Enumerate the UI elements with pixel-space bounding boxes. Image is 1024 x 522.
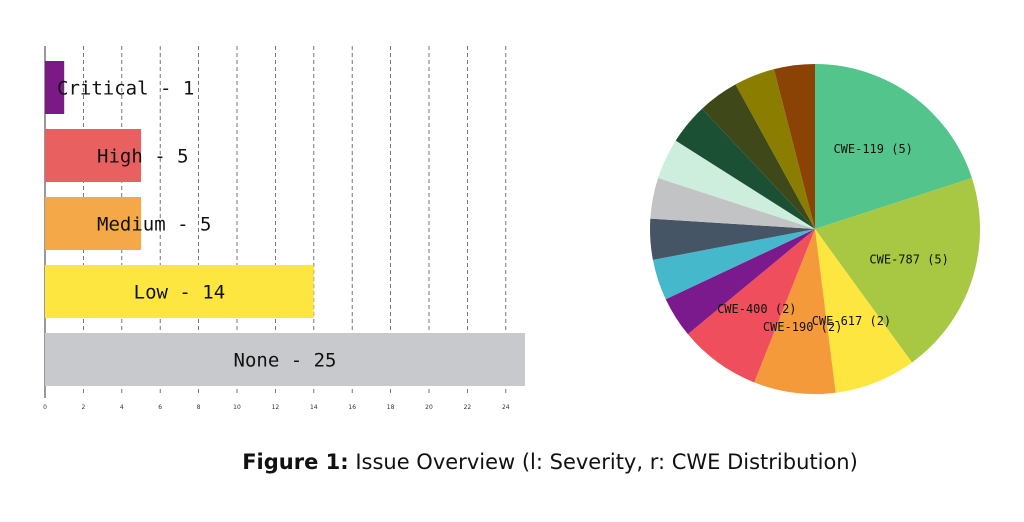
pie-slice-label: CWE-400 (2) <box>717 302 796 316</box>
pie-slice <box>735 69 815 229</box>
x-tick-label: 2 <box>81 404 85 411</box>
pie-slice-label: CWE-190 (2) <box>763 320 842 334</box>
pie-slice <box>815 178 980 363</box>
x-tick-label: 16 <box>348 404 356 411</box>
charts-area: Critical - 1 High - 5 Medium - 5 Low - 14 No… <box>43 46 980 411</box>
pie-slice <box>687 229 815 383</box>
bar <box>45 265 314 318</box>
bar-label: None - 25 <box>234 350 337 372</box>
x-tick-label: 14 <box>310 404 318 411</box>
pie-slice-label: CWE-617 (2) <box>812 314 891 328</box>
bar-label: Low - 14 <box>134 282 226 304</box>
bar <box>45 61 65 114</box>
pie-slice-label: CWE-787 (5) <box>869 253 948 267</box>
figure-caption-text: Issue Overview (l: Severity, r: CWE Dist… <box>355 450 858 474</box>
pie-slice <box>773 64 815 229</box>
figure-caption-label: Figure 1: <box>242 450 349 474</box>
x-tick-label: 8 <box>197 404 201 411</box>
pie-slice <box>815 229 912 393</box>
pie-slice <box>754 229 836 394</box>
bar <box>45 129 141 182</box>
bar-label: High - 5 <box>97 146 189 168</box>
pie-slice <box>650 218 815 260</box>
x-tick-label: 10 <box>233 404 241 411</box>
figure-caption: Figure 1: Issue Overview (l: Severity, r… <box>0 450 1024 474</box>
bar <box>45 197 141 250</box>
x-tick-label: 24 <box>502 404 510 411</box>
bar-label: Medium - 5 <box>97 214 211 236</box>
pie-slice <box>650 178 815 229</box>
pie-slice <box>652 229 815 300</box>
bar-label: Critical - 1 <box>57 78 194 100</box>
pie-slice <box>675 108 815 229</box>
pie-slice <box>815 64 972 229</box>
x-tick-label: 0 <box>43 404 47 411</box>
x-tick-label: 12 <box>272 404 280 411</box>
severity-bar-chart: Critical - 1 High - 5 Medium - 5 Low - 14 No… <box>43 46 525 411</box>
x-tick-label: 4 <box>120 404 124 411</box>
bar <box>45 333 525 386</box>
pie-slice <box>658 140 815 229</box>
x-tick-label: 22 <box>464 404 472 411</box>
pie-slice <box>702 84 815 230</box>
x-tick-label: 18 <box>387 404 395 411</box>
cwe-pie-chart: CWE-119 (5) CWE-787 (5) CWE-617 (2)CWE-190… <box>650 64 980 394</box>
x-tick-label: 20 <box>425 404 433 411</box>
x-tick-label: 6 <box>158 404 162 411</box>
pie-slice-label: CWE-119 (5) <box>833 142 912 156</box>
pie-slice <box>665 229 815 335</box>
